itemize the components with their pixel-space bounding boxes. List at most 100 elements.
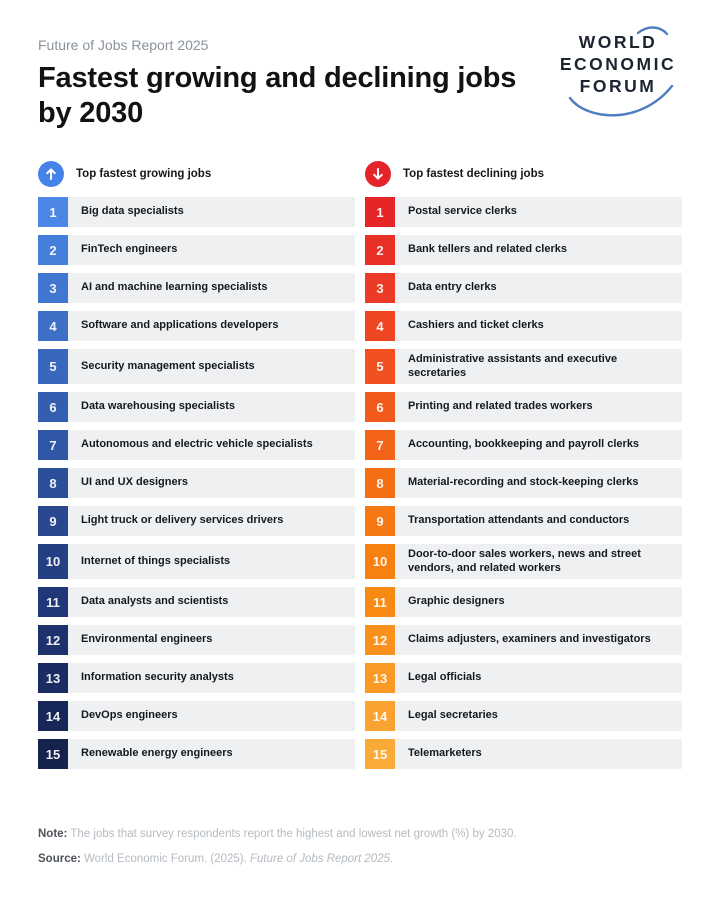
growing-column-label: Top fastest growing jobs	[76, 168, 212, 180]
job-row-declining-9: 9 Transportation attendants and conductor…	[365, 506, 682, 536]
job-row-growing-3: 3 AI and machine learning specialists	[38, 273, 355, 303]
job-row-growing-4: 4 Software and applications developers	[38, 311, 355, 341]
rank-badge: 10	[38, 544, 68, 579]
logo-line-world: WORLD	[579, 32, 658, 52]
job-row-growing-1: 1 Big data specialists	[38, 197, 355, 227]
job-row-declining-15: 15 Telemarketers	[365, 739, 682, 769]
job-label: Telemarketers	[408, 747, 482, 760]
job-label: Transportation attendants and conductors	[408, 514, 630, 527]
job-label: Software and applications developers	[81, 319, 279, 332]
job-label: Cashiers and ticket clerks	[408, 319, 544, 332]
rank-badge: 2	[365, 235, 395, 265]
job-label: Postal service clerks	[408, 205, 517, 218]
growing-column-header: Top fastest growing jobs	[38, 161, 355, 187]
job-row-growing-7: 7 Autonomous and electric vehicle special…	[38, 430, 355, 460]
job-label: Legal secretaries	[408, 709, 498, 722]
job-label: FinTech engineers	[81, 243, 178, 256]
job-row-declining-11: 11 Graphic designers	[365, 587, 682, 617]
job-row-growing-14: 14 DevOps engineers	[38, 701, 355, 731]
job-label: Material-recording and stock-keeping cle…	[408, 476, 639, 489]
job-row-declining-1: 1 Postal service clerks	[365, 197, 682, 227]
job-row-declining-7: 7 Accounting, bookkeeping and payroll cle…	[365, 430, 682, 460]
rank-badge: 13	[365, 663, 395, 693]
footer: Note: The jobs that survey respondents r…	[38, 826, 678, 867]
note-text: The jobs that survey respondents report …	[67, 828, 517, 840]
job-label: DevOps engineers	[81, 709, 178, 722]
report-eyebrow: Future of Jobs Report 2025	[38, 37, 209, 53]
job-label: Door-to-door sales workers, news and str…	[408, 548, 641, 574]
job-row-growing-9: 9 Light truck or delivery services driver…	[38, 506, 355, 536]
declining-column-header: Top fastest declining jobs	[365, 161, 682, 187]
source-line: Source: World Economic Forum. (2025). Fu…	[38, 851, 678, 867]
job-label: Internet of things specialists	[81, 554, 231, 567]
rank-badge: 9	[365, 506, 395, 536]
job-row-declining-10: 10 Door-to-door sales workers, news and s…	[365, 544, 682, 579]
job-label: Graphic designers	[408, 595, 505, 608]
page-title: Fastest growing and declining jobs by 20…	[38, 62, 517, 129]
job-row-growing-5: 5 Security management specialists	[38, 349, 355, 384]
logo-line-economic: ECONOMIC	[560, 54, 676, 74]
job-label: Printing and related trades workers	[408, 400, 593, 413]
job-row-growing-12: 12 Environmental engineers	[38, 625, 355, 655]
job-label: Information security analysts	[81, 671, 234, 684]
rank-badge: 8	[38, 468, 68, 498]
rank-badge: 14	[38, 701, 68, 731]
rank-badge: 3	[38, 273, 68, 303]
rank-badge: 12	[38, 625, 68, 655]
job-row-growing-10: 10 Internet of things specialists	[38, 544, 355, 579]
source-text: World Economic Forum. (2025).	[80, 853, 250, 865]
job-label: Bank tellers and related clerks	[408, 243, 567, 256]
job-label: Administrative assistants and executive …	[408, 353, 618, 379]
logo-arc-bottom-icon	[568, 84, 674, 117]
rank-badge: 5	[365, 349, 395, 384]
logo-arc-top-icon	[636, 26, 669, 36]
arrow-down-icon	[365, 161, 391, 187]
job-label: Data warehousing specialists	[81, 400, 236, 413]
job-row-growing-8: 8 UI and UX designers	[38, 468, 355, 498]
job-row-declining-4: 4 Cashiers and ticket clerks	[365, 311, 682, 341]
job-label: Accounting, bookkeeping and payroll cler…	[408, 438, 640, 451]
rank-badge: 8	[365, 468, 395, 498]
rank-badge: 11	[365, 587, 395, 617]
job-row-growing-13: 13 Information security analysts	[38, 663, 355, 693]
note-line: Note: The jobs that survey respondents r…	[38, 826, 678, 842]
column-headers: Top fastest growing jobs Top fastest dec…	[38, 161, 682, 187]
job-row-growing-11: 11 Data analysts and scientists	[38, 587, 355, 617]
job-row-declining-8: 8 Material-recording and stock-keeping cl…	[365, 468, 682, 498]
rank-badge: 15	[365, 739, 395, 769]
job-row-growing-15: 15 Renewable energy engineers	[38, 739, 355, 769]
rank-badge: 3	[365, 273, 395, 303]
source-label: Source:	[38, 853, 81, 865]
job-label: Autonomous and electric vehicle speciali…	[81, 438, 313, 451]
rank-badge: 7	[38, 430, 68, 460]
job-row-declining-3: 3 Data entry clerks	[365, 273, 682, 303]
rank-badge: 7	[365, 430, 395, 460]
job-row-growing-6: 6 Data warehousing specialists	[38, 392, 355, 422]
rank-badge: 4	[38, 311, 68, 341]
rank-badge: 4	[365, 311, 395, 341]
rank-badge: 15	[38, 739, 68, 769]
arrow-up-icon	[38, 161, 64, 187]
job-label: Environmental engineers	[81, 633, 213, 646]
job-label: Big data specialists	[81, 205, 184, 218]
rank-badge: 6	[38, 392, 68, 422]
job-row-declining-2: 2 Bank tellers and related clerks	[365, 235, 682, 265]
rank-badge: 5	[38, 349, 68, 384]
rank-badge: 9	[38, 506, 68, 536]
rank-badge: 1	[365, 197, 395, 227]
job-label: Renewable energy engineers	[81, 747, 233, 760]
rank-badge: 11	[38, 587, 68, 617]
job-label: UI and UX designers	[81, 476, 188, 489]
job-label: Data entry clerks	[408, 281, 497, 294]
job-row-growing-2: 2 FinTech engineers	[38, 235, 355, 265]
jobs-grid: 1 Big data specialists 2 FinTech engineers 3…	[38, 197, 682, 769]
rank-badge: 6	[365, 392, 395, 422]
source-italic-text: Future of Jobs Report 2025.	[249, 853, 394, 865]
job-label: Data analysts and scientists	[81, 595, 229, 608]
job-label: Claims adjusters, examiners and investig…	[408, 633, 651, 646]
note-label: Note:	[38, 828, 68, 840]
job-label: AI and machine learning specialists	[81, 281, 268, 294]
job-label: Light truck or delivery services drivers	[81, 514, 284, 527]
rank-badge: 1	[38, 197, 68, 227]
job-row-declining-6: 6 Printing and related trades workers	[365, 392, 682, 422]
